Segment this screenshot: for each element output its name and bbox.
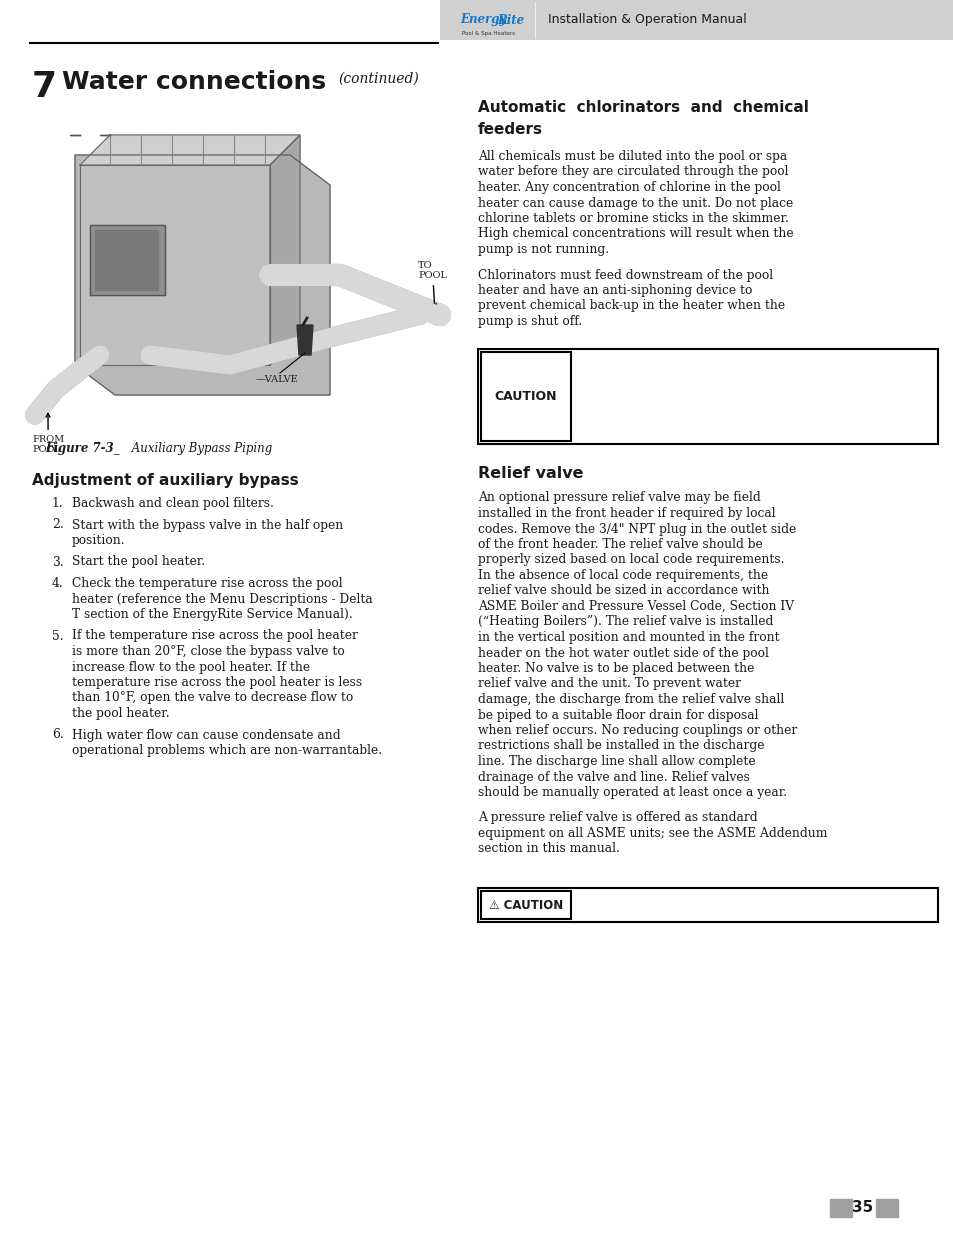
Polygon shape [75,156,330,395]
Text: 5.: 5. [52,630,64,642]
Text: Installation & Operation Manual: Installation & Operation Manual [547,14,746,26]
Text: CAUTION: CAUTION [495,389,557,403]
Text: feeders: feeders [477,122,542,137]
FancyBboxPatch shape [477,348,937,443]
Text: (“Heating Boilers”). The relief valve is installed: (“Heating Boilers”). The relief valve is… [477,615,773,629]
Text: A pressure relief valve is offered as standard: A pressure relief valve is offered as st… [477,811,757,825]
Text: All chemicals must be diluted into the pool or spa: All chemicals must be diluted into the p… [477,149,786,163]
Text: should be manually operated at least once a year.: should be manually operated at least onc… [477,785,786,799]
Text: heater (reference the Menu Descriptions - Delta: heater (reference the Menu Descriptions … [71,593,373,605]
Polygon shape [80,165,270,366]
Text: chlorinators can cause rapid corrosion: chlorinators can cause rapid corrosion [580,389,811,403]
Text: Water connections: Water connections [62,70,326,94]
Text: 2.: 2. [52,519,64,531]
Text: of the front header. The relief valve should be: of the front header. The relief valve sh… [477,538,762,551]
Text: Energy: Energy [459,14,506,26]
Text: Pool & Spa Heaters: Pool & Spa Heaters [461,31,515,36]
Text: Auxiliary Bypass Piping: Auxiliary Bypass Piping [128,442,272,454]
Text: ⚠ CAUTION: ⚠ CAUTION [488,899,562,911]
Text: properly sized based on local code requirements.: properly sized based on local code requi… [477,553,783,567]
Text: Figure 7-3_: Figure 7-3_ [45,442,119,454]
Text: heater. Any concentration of chlorine in the pool: heater. Any concentration of chlorine in… [477,182,781,194]
Polygon shape [80,135,299,165]
Text: If the temperature rise across the pool heater: If the temperature rise across the pool … [71,630,357,642]
Text: Start the pool heater.: Start the pool heater. [71,556,205,568]
Polygon shape [270,135,299,366]
Text: Rite: Rite [497,14,523,26]
FancyBboxPatch shape [480,890,571,919]
Polygon shape [875,1199,897,1216]
Text: —VALVE: —VALVE [255,375,298,384]
Text: 1.: 1. [52,496,64,510]
Text: Start with the bypass valve in the half open: Start with the bypass valve in the half … [71,519,343,531]
Text: FROM
POOL: FROM POOL [32,414,64,454]
Text: non-warrantable.: non-warrantable. [580,420,683,433]
Text: section in this manual.: section in this manual. [477,842,619,856]
Text: drainage of the valve and line. Relief valves: drainage of the valve and line. Relief v… [477,771,749,783]
Text: (continued): (continued) [337,72,418,86]
Text: installed in the front header if required by local: installed in the front header if require… [477,508,775,520]
Text: heater can cause damage to the unit. Do not place: heater can cause damage to the unit. Do … [477,196,792,210]
Text: TO
POOL: TO POOL [417,261,447,308]
Text: to the heat exchanger. This damage is: to the heat exchanger. This damage is [580,405,806,417]
Text: operational problems which are non-warrantable.: operational problems which are non-warra… [71,743,382,757]
Text: pump is shut off.: pump is shut off. [477,315,581,329]
Text: T section of the EnergyRite Service Manual).: T section of the EnergyRite Service Manu… [71,608,353,621]
Text: Adjustment of auxiliary bypass: Adjustment of auxiliary bypass [32,473,298,488]
FancyBboxPatch shape [439,0,953,40]
Text: ASME Boiler and Pressure Vessel Code, Section IV: ASME Boiler and Pressure Vessel Code, Se… [477,600,793,613]
FancyBboxPatch shape [477,888,937,923]
Text: is more than 20°F, close the bypass valve to: is more than 20°F, close the bypass valv… [71,645,344,658]
Text: water before they are circulated through the pool: water before they are circulated through… [477,165,788,179]
Text: equipment on all ASME units; see the ASME Addendum: equipment on all ASME units; see the ASM… [477,827,826,840]
Polygon shape [95,230,158,290]
Text: 7: 7 [32,70,57,104]
Text: pump is not running.: pump is not running. [477,243,608,256]
Text: 4.: 4. [52,577,64,590]
Text: Automatic  chlorinators  and  chemical: Automatic chlorinators and chemical [477,100,808,115]
Text: damage, the discharge from the relief valve shall: damage, the discharge from the relief va… [477,693,783,706]
Text: An optional pressure relief valve may be field: An optional pressure relief valve may be… [477,492,760,505]
Text: position.: position. [71,534,126,547]
Text: heater and have an anti-siphoning device to: heater and have an anti-siphoning device… [477,284,752,296]
Text: improperly adjusted feeders and: improperly adjusted feeders and [580,374,775,387]
Text: Relief valve: Relief valve [477,466,583,480]
Text: be piped to a suitable floor drain for disposal: be piped to a suitable floor drain for d… [477,709,758,721]
Text: increase flow to the pool heater. If the: increase flow to the pool heater. If the [71,661,310,673]
Text: relief valve should be sized in accordance with: relief valve should be sized in accordan… [477,584,769,598]
Polygon shape [296,325,313,354]
Text: In the absence of local code requirements, the: In the absence of local code requirement… [477,569,767,582]
Polygon shape [829,1199,851,1216]
Text: 35: 35 [851,1200,872,1215]
Text: Backwash and clean pool filters.: Backwash and clean pool filters. [71,496,274,510]
Text: when relief occurs. No reducing couplings or other: when relief occurs. No reducing coupling… [477,724,797,737]
Text: prevent chemical back-up in the heater when the: prevent chemical back-up in the heater w… [477,300,784,312]
Text: High chemical concentrations from: High chemical concentrations from [580,358,791,372]
Text: line. The discharge line shall allow complete: line. The discharge line shall allow com… [477,755,755,768]
Text: than 10°F, open the valve to decrease flow to: than 10°F, open the valve to decrease fl… [71,692,353,704]
Text: header on the hot water outlet side of the pool: header on the hot water outlet side of t… [477,646,768,659]
Text: restrictions shall be installed in the discharge: restrictions shall be installed in the d… [477,740,763,752]
Text: heater. No valve is to be placed between the: heater. No valve is to be placed between… [477,662,754,676]
Text: Chlorinators must feed downstream of the pool: Chlorinators must feed downstream of the… [477,268,772,282]
Text: chlorine tablets or bromine sticks in the skimmer.: chlorine tablets or bromine sticks in th… [477,212,788,225]
Text: codes. Remove the 3/4" NPT plug in the outlet side: codes. Remove the 3/4" NPT plug in the o… [477,522,796,536]
FancyBboxPatch shape [480,352,571,441]
Text: relief valve and the unit. To prevent water: relief valve and the unit. To prevent wa… [477,678,740,690]
Text: in the vertical position and mounted in the front: in the vertical position and mounted in … [477,631,779,643]
Text: the pool heater.: the pool heater. [71,706,170,720]
Polygon shape [90,225,165,295]
Text: 3.: 3. [52,556,64,568]
Text: temperature rise across the pool heater is less: temperature rise across the pool heater … [71,676,362,689]
Text: High water flow can cause condensate and: High water flow can cause condensate and [71,729,340,741]
Text: High chemical concentrations will result when the: High chemical concentrations will result… [477,227,793,241]
Text: 6.: 6. [52,729,64,741]
Text: Avoid contact with hot discharge water.: Avoid contact with hot discharge water. [580,897,817,910]
Text: Check the temperature rise across the pool: Check the temperature rise across the po… [71,577,342,590]
